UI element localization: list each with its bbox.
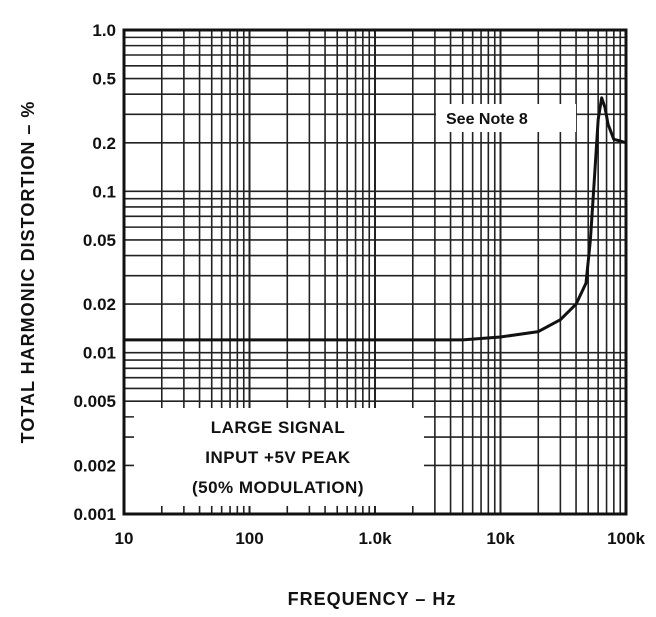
y-tick-label: 0.1: [92, 182, 116, 201]
y-tick-label: 0.05: [83, 231, 116, 250]
legend-line-3: (50% MODULATION): [192, 478, 364, 497]
y-tick-label: 0.2: [92, 134, 116, 153]
y-tick-label: 0.5: [92, 70, 116, 89]
legend-line-2: INPUT +5V PEAK: [205, 448, 351, 467]
note-box: [436, 104, 576, 132]
x-tick-labels: 10 100 1.0k 10k 100k: [115, 529, 646, 548]
x-tick-label: 10k: [486, 529, 515, 548]
legend-line-1: LARGE SIGNAL: [211, 418, 345, 437]
x-tick-label: 100k: [607, 529, 645, 548]
y-tick-label: 1.0: [92, 21, 116, 40]
data-series: [124, 96, 627, 342]
plot-frame: [122, 28, 628, 516]
y-tick-label: 0.005: [73, 392, 116, 411]
y-axis-title: TOTAL HARMONIC DISTORTION – %: [18, 101, 38, 444]
x-axis-title: FREQUENCY – Hz: [288, 589, 457, 609]
legend-box: [134, 408, 424, 506]
x-tick-label: 10: [115, 529, 134, 548]
thd-curve: [124, 96, 627, 342]
y-tick-labels: 1.0 0.5 0.2 0.1 0.05 0.02 0.01 0.005 0.002 0.001: [73, 21, 116, 524]
y-tick-label: 0.01: [83, 344, 116, 363]
y-tick-label: 0.02: [83, 295, 116, 314]
annotation-see-note-8: See Note 8: [446, 111, 528, 128]
x-tick-label: 1.0k: [358, 529, 392, 548]
x-tick-label: 100: [235, 529, 263, 548]
y-tick-label: 0.002: [73, 456, 116, 475]
y-tick-label: 0.001: [73, 505, 116, 524]
